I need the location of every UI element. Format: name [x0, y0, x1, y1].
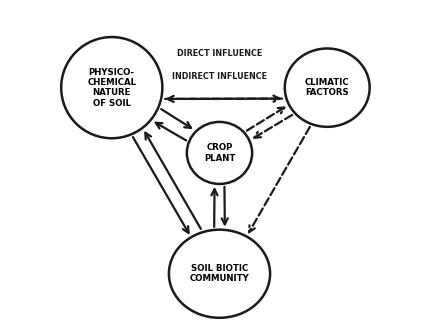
Ellipse shape — [284, 48, 369, 127]
Text: SOIL BIOTIC
COMMUNITY: SOIL BIOTIC COMMUNITY — [189, 264, 249, 284]
Text: CLIMATIC
FACTORS: CLIMATIC FACTORS — [304, 78, 349, 97]
Text: INDIRECT INFLUENCE: INDIRECT INFLUENCE — [172, 72, 266, 81]
Ellipse shape — [61, 37, 162, 138]
Text: DIRECT INFLUENCE: DIRECT INFLUENCE — [177, 49, 261, 58]
Ellipse shape — [169, 230, 269, 318]
Ellipse shape — [187, 122, 251, 184]
Text: CROP
PLANT: CROP PLANT — [203, 143, 235, 163]
Text: PHYSICO-
CHEMICAL
NATURE
OF SOIL: PHYSICO- CHEMICAL NATURE OF SOIL — [87, 67, 136, 108]
